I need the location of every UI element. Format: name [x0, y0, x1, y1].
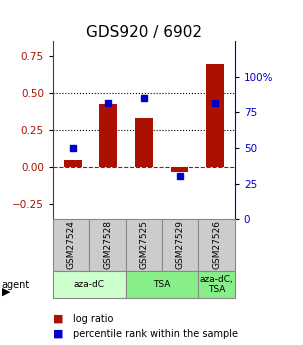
- Text: GSM27525: GSM27525: [139, 220, 148, 269]
- Text: GSM27529: GSM27529: [176, 220, 185, 269]
- Bar: [126, 219, 162, 271]
- Text: ■: ■: [53, 329, 64, 339]
- Bar: [126, 271, 198, 298]
- Bar: [53, 219, 89, 271]
- Text: aza-dC,
TSA: aza-dC, TSA: [200, 275, 234, 294]
- Bar: [171, 167, 188, 172]
- Text: percentile rank within the sample: percentile rank within the sample: [73, 329, 238, 339]
- Text: agent: agent: [2, 280, 30, 289]
- Bar: [162, 219, 198, 271]
- Bar: [99, 104, 117, 167]
- Text: ■: ■: [53, 314, 64, 324]
- Bar: [135, 118, 153, 167]
- Text: GSM27524: GSM27524: [67, 220, 76, 269]
- Bar: [198, 271, 235, 298]
- Text: GSM27526: GSM27526: [212, 220, 221, 269]
- Text: TSA: TSA: [153, 280, 171, 289]
- Text: ▶: ▶: [2, 287, 10, 296]
- Bar: [89, 219, 126, 271]
- Bar: [53, 271, 126, 298]
- Title: GDS920 / 6902: GDS920 / 6902: [86, 25, 202, 40]
- Text: GSM27528: GSM27528: [103, 220, 112, 269]
- Text: aza-dC: aza-dC: [74, 280, 105, 289]
- Bar: [206, 63, 224, 167]
- Bar: [64, 160, 82, 167]
- Text: log ratio: log ratio: [73, 314, 113, 324]
- Bar: [198, 219, 235, 271]
